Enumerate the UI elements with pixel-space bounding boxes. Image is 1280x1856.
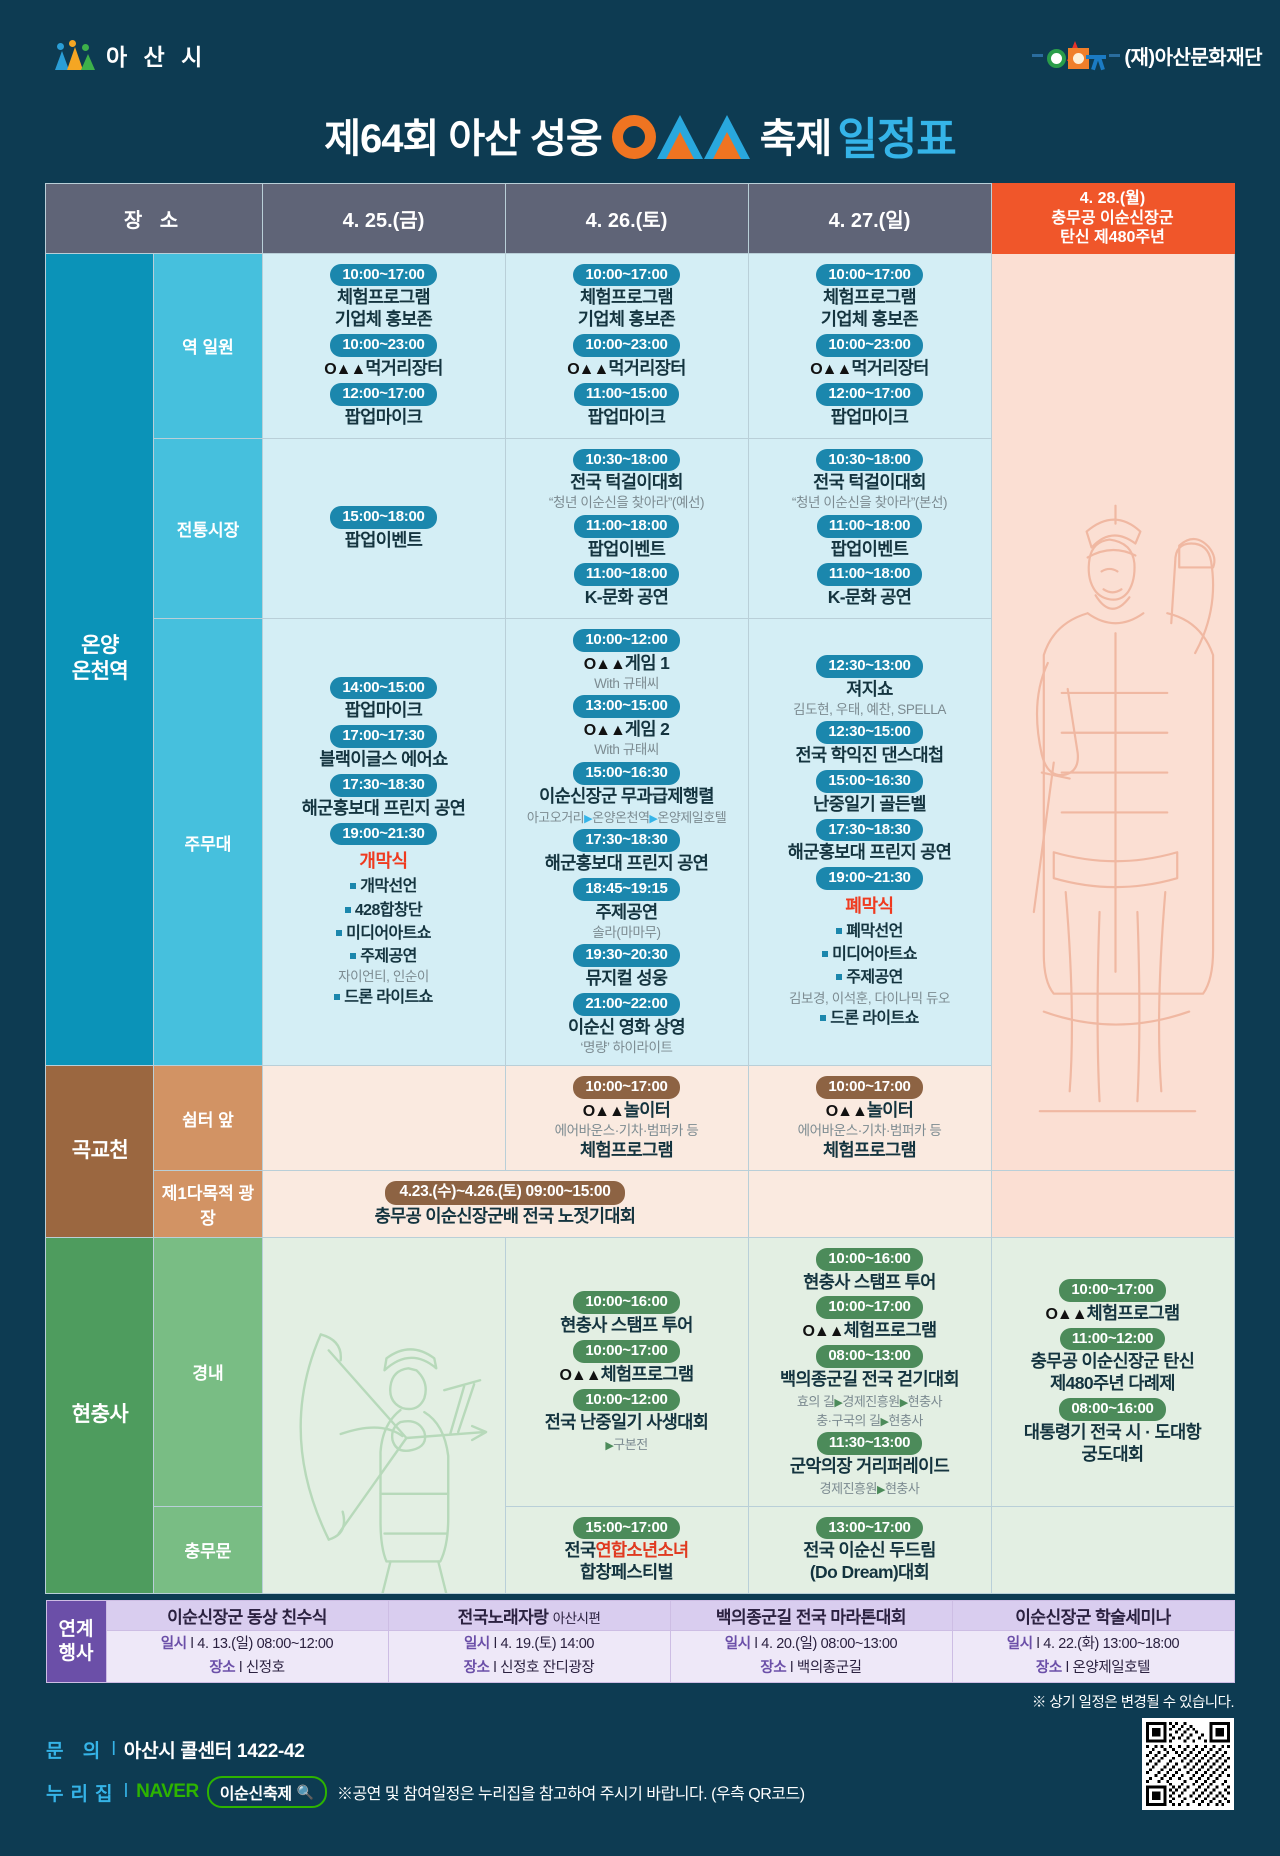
table-row: 곡교천 쉼터 앞 10:00~17:00 O▲▲놀이터 에어바운스·기차·범퍼카…	[45, 1065, 1234, 1238]
cell-station-day1: 10:00~17:00 체험프로그램 기업체 홍보존 10:00~23:00 O…	[261, 252, 506, 439]
cell-mainstage-day2: 10:00~12:00 O▲▲게임 1 With 규태씨 13:00~15:00…	[504, 618, 749, 1067]
asan-city-logo-text: 아 산 시	[106, 44, 208, 70]
cell-grounds-day4: 10:00~17:00 O▲▲체험프로그램 11:00~12:00 충무공 이순…	[990, 1236, 1235, 1507]
naver-search-chip[interactable]: 이순신축제 🔍	[206, 1776, 327, 1809]
venue-sub-chungmumun: 충무문	[153, 1505, 263, 1595]
linked-item-title-0: 이순신장군 동상 친수식	[105, 1600, 389, 1632]
header-venue: 장 소	[45, 183, 263, 254]
cell-mainstage-day1: 14:00~15:00 팝업마이크 17:00~17:30 블랙이글스 에어쇼 …	[261, 618, 506, 1067]
cell-plaza1-day4	[990, 1170, 1235, 1238]
cell-grounds-day3: 10:00~16:00 현충사 스탬프 투어 10:00~17:00 O▲▲체험…	[747, 1236, 992, 1507]
cell-market-day2: 10:30~18:00 전국 턱걸이대회 “청년 이순신을 찾아라”(예선) 1…	[504, 437, 749, 620]
schedule-table: 장 소 4. 25.(금) 4. 26.(토) 4. 27.(일) 4. 28.…	[45, 183, 1235, 1595]
cell-chungmumun-day4	[990, 1505, 1235, 1595]
naver-logo-text: NAVER	[136, 1781, 199, 1803]
venue-group-gokgyocheon: 곡교천	[45, 1065, 155, 1238]
venue-sub-traditional-market: 전통시장	[153, 437, 263, 620]
cell-chungmumun-day3: 13:00~17:00 전국 이순신 두드림 (Do Dream)대회	[747, 1505, 992, 1595]
header-day1: 4. 25.(금)	[261, 183, 506, 254]
linked-item-body-2: 일시 ǀ 4. 20.(일) 08:00~13:00 장소 ǀ 백의종군길	[669, 1630, 953, 1684]
cell-station-day3: 10:00~17:00 체험프로그램 기업체 홍보존 10:00~23:00 O…	[747, 252, 992, 439]
route-parade: 아고오거리▶온양온천역▶온양제일호텔	[526, 810, 727, 826]
footer-contact-key: 문 의	[46, 1741, 108, 1763]
table-row: 전통시장 15:00~18:00 팝업이벤트 10:30~18:00 전국 턱걸…	[46, 437, 1234, 620]
disclaimer-text: ※ 상기 일정은 변경될 수 있습니다.	[1031, 1695, 1235, 1712]
search-icon: 🔍	[296, 1783, 314, 1800]
asan-city-logo: 아 산 시	[55, 38, 207, 72]
top-bar: 아 산 시 (재)아산문화재단	[0, 0, 1280, 95]
table-row: 현충사 경내	[45, 1236, 1235, 1595]
footer-note: ※공연 및 참여일정은 누리집을 참고하여 주시기 바랍니다. (우측 QR코드…	[336, 1786, 805, 1804]
venue-group-hyeonchungsa: 현충사	[45, 1236, 155, 1595]
archer-artwork	[261, 1236, 506, 1595]
linked-item-title-2: 백의종군길 전국 마라톤대회	[669, 1600, 953, 1632]
poster-root: 아 산 시 (재)아산문화재단 제64회 아산 성웅 축제 일정표	[0, 0, 1280, 1811]
venue-group-onyang: 온양 온천역	[45, 252, 155, 1067]
table-row: 온양 온천역 역 일원 10:00~17:00 체험프로그램 기업체 홍보존 10…	[45, 252, 1235, 1172]
cell-grounds-day2: 10:00~16:00 현충사 스탬프 투어 10:00~17:00 O▲▲체험…	[504, 1236, 749, 1507]
linked-events-table: 연계 행사 이순신장군 동상 친수식 전국노래자랑 아산시편 백의종군길 전국 마…	[45, 1600, 1235, 1684]
asan-city-mark-icon	[55, 40, 97, 70]
linked-item-title-3: 이순신장군 학술세미나	[951, 1600, 1235, 1632]
header-day3: 4. 27.(일)	[747, 183, 992, 254]
route-single: ▶구본전	[605, 1437, 648, 1453]
cell-shelter-day3: 10:00~17:00 O▲▲놀이터 에어바운스·기차·범퍼카 등 체험프로그램	[747, 1065, 992, 1172]
route-walk-2: 충·구국의 길▶현충사	[816, 1412, 923, 1428]
linked-body-row: 일시 ǀ 4. 13.(일) 08:00~12:00 장소 ǀ 신정호 일시 ǀ…	[46, 1630, 1235, 1684]
header-day4-special: 4. 28.(월) 충무공 이순신장군 탄신 제480주년	[990, 183, 1235, 254]
venue-sub-plaza1: 제1다목적 광장	[153, 1170, 263, 1238]
cell-station-day2: 10:00~17:00 체험프로그램 기업체 홍보존 10:00~23:00 O…	[504, 252, 749, 439]
asan-foundation-logo: (재)아산문화재단	[1032, 40, 1262, 71]
route-walk-1: 효의 길▶경제진흥원▶현충사	[796, 1393, 943, 1409]
oaa-logo-icon	[611, 115, 750, 159]
foundation-mark-icon	[1047, 40, 1107, 71]
venue-sub-grounds: 경내	[153, 1236, 263, 1507]
cell-shelter-day1	[261, 1065, 506, 1172]
table-row: 제1다목적 광장 4.23.(수)~4.26.(토) 09:00~15:00 충…	[46, 1170, 1235, 1238]
title-prefix: 제64회 아산 성웅	[324, 117, 603, 161]
page-title: 제64회 아산 성웅 축제 일정표	[0, 99, 1280, 171]
linked-events-label: 연계 행사	[45, 1600, 107, 1684]
linked-item-title-1: 전국노래자랑 아산시편	[387, 1600, 671, 1632]
choir-festival-title: 전국연합소년소녀	[564, 1540, 690, 1561]
logo-dash-right-icon	[1109, 53, 1121, 57]
cell-mainstage-day3: 12:30~13:00 져지쇼 김도현, 우태, 예찬, SPELLA 12:3…	[747, 618, 992, 1067]
table-row: 주무대 14:00~15:00 팝업마이크 17:00~17:30 블랙이글스 …	[46, 618, 1234, 1067]
foundation-logo-text: (재)아산문화재단	[1124, 46, 1262, 69]
footer-contact-line: 문 의 ǀ 아산시 콜센터 1422-42	[46, 1736, 1234, 1763]
cell-chungmumun-day2: 15:00~17:00 전국연합소년소녀 합창페스티벌	[504, 1505, 749, 1595]
cell-market-day1: 15:00~18:00 팝업이벤트	[261, 437, 506, 620]
cell-plaza1-day3	[747, 1170, 992, 1238]
qr-code[interactable]	[1142, 1718, 1234, 1811]
linked-title-row: 연계 행사 이순신장군 동상 친수식 전국노래자랑 아산시편 백의종군길 전국 마…	[45, 1600, 1235, 1684]
route-parade-military: 경제진흥원▶현충사	[819, 1480, 920, 1496]
venue-sub-station-area: 역 일원	[153, 252, 263, 439]
footer: 문 의 ǀ 아산시 콜센터 1422-42 누리집 ǀ NAVER 이순신축제 …	[46, 1718, 1234, 1856]
venue-sub-shelter-front: 쉼터 앞	[153, 1065, 263, 1172]
cell-plaza1-span: 4.23.(수)~4.26.(토) 09:00~15:00 충무공 이순신장군배…	[261, 1170, 749, 1238]
venue-sub-main-stage: 주무대	[153, 618, 263, 1067]
cell-shelter-day2: 10:00~17:00 O▲▲놀이터 에어바운스·기차·범퍼카 등 체험프로그램	[504, 1065, 749, 1172]
footer-site-line: 누리집 ǀ NAVER 이순신축제 🔍 ※공연 및 참여일정은 누리집을 참고하…	[46, 1776, 1234, 1809]
header-day2: 4. 26.(토)	[504, 183, 749, 254]
footer-site-key: 누리집	[46, 1783, 120, 1805]
table-header-row: 장 소 4. 25.(금) 4. 26.(토) 4. 27.(일) 4. 28.…	[45, 183, 1235, 254]
linked-item-body-3: 일시 ǀ 4. 22.(화) 13:00~18:00 장소 ǀ 온양제일호텔	[951, 1630, 1235, 1684]
linked-item-body-1: 일시 ǀ 4. 19.(토) 14:00 장소 ǀ 신정호 잔디광장	[387, 1630, 671, 1684]
title-mid: 축제	[759, 117, 833, 161]
table-row: 충무문 15:00~17:00 전국연합소년소녀 합창페스티벌 13:00~17…	[46, 1505, 1235, 1595]
footer-contact-value: 아산시 콜센터 1422-42	[123, 1741, 305, 1763]
logo-dash-left-icon	[1032, 53, 1044, 57]
cell-market-day3: 10:30~18:00 전국 턱걸이대회 “청년 이순신을 찾아라”(본선) 1…	[747, 437, 992, 620]
linked-item-body-0: 일시 ǀ 4. 13.(일) 08:00~12:00 장소 ǀ 신정호	[105, 1630, 389, 1684]
statue-artwork	[990, 252, 1235, 1172]
title-suffix: 일정표	[837, 115, 956, 164]
